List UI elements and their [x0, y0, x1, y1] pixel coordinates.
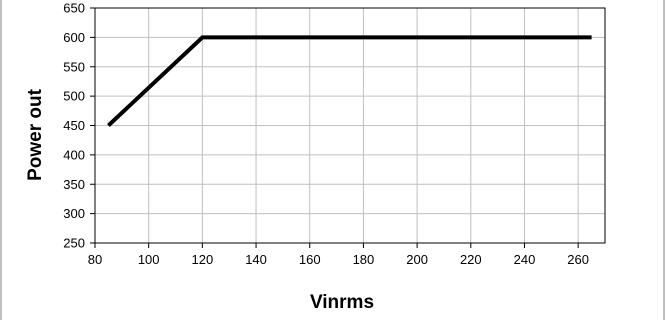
y-tick-label: 400: [63, 147, 85, 162]
x-tick-labels: 80 100 120 140 160 180 200 220 240 260: [88, 252, 589, 267]
x-axis-title: Vinrms: [310, 292, 374, 313]
x-tick-label: 240: [514, 252, 536, 267]
tick-marks: [90, 7, 579, 248]
y-tick-label: 500: [63, 89, 85, 104]
y-tick-labels: 250 300 350 400 450 500 550 600 650: [63, 1, 85, 251]
y-axis-title: Power out: [25, 88, 46, 181]
series-line: [107, 35, 592, 127]
y-tick-label: 650: [63, 1, 85, 16]
x-tick-label: 140: [245, 252, 267, 267]
y-tick-label: 450: [63, 118, 85, 133]
x-tick-label: 120: [192, 252, 214, 267]
y-tick-label: 350: [63, 177, 85, 192]
y-tick-label: 550: [63, 59, 85, 74]
x-tick-label: 220: [460, 252, 482, 267]
grid-lines: [95, 7, 605, 243]
x-tick-label: 200: [406, 252, 428, 267]
x-tick-label: 260: [567, 252, 589, 267]
x-tick-label: 160: [299, 252, 321, 267]
y-tick-label: 250: [63, 236, 85, 251]
y-tick-label: 300: [63, 206, 85, 221]
x-tick-label: 80: [88, 252, 102, 267]
x-tick-label: 100: [138, 252, 160, 267]
y-tick-label: 600: [63, 30, 85, 45]
series-lines: [107, 35, 592, 127]
x-tick-label: 180: [353, 252, 375, 267]
